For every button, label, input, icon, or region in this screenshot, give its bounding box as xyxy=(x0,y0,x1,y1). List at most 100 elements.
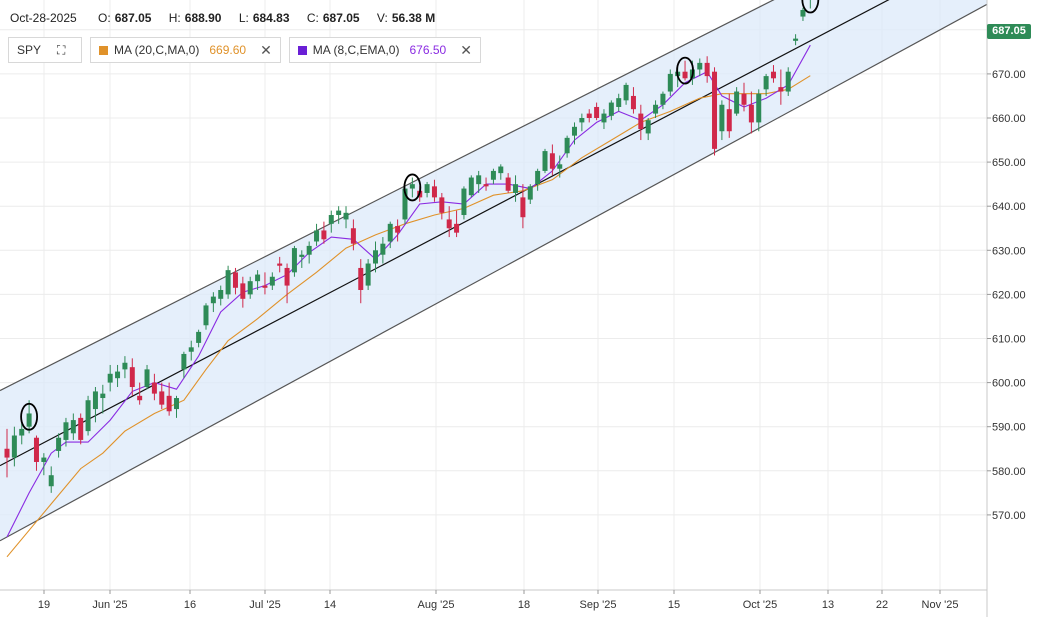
candle xyxy=(660,91,666,110)
candle xyxy=(85,395,91,436)
candle-body xyxy=(770,71,776,79)
candle xyxy=(380,237,386,264)
annotation-circle xyxy=(801,0,820,14)
ema8-swatch xyxy=(297,45,307,55)
y-tick-label: 650.00 xyxy=(992,157,1026,169)
candle xyxy=(299,250,305,268)
candle xyxy=(314,223,320,246)
candle xyxy=(424,181,430,198)
high-value: 688.90 xyxy=(184,11,222,25)
ema8-value: 676.50 xyxy=(409,43,447,57)
candle-body xyxy=(4,448,10,458)
candle-body xyxy=(571,126,577,136)
candle xyxy=(210,292,216,313)
candle xyxy=(498,164,504,180)
candle xyxy=(395,219,401,242)
candle xyxy=(535,168,541,191)
channel-lower-line xyxy=(0,3,987,542)
candle-body xyxy=(137,395,143,401)
x-tick-label: Jul '25 xyxy=(249,599,280,611)
candle xyxy=(284,263,290,304)
candle-body xyxy=(395,226,401,233)
x-tick-label: 15 xyxy=(668,599,680,611)
legend-ma20[interactable]: MA (20,C,MA,0) 669.60 ✕ xyxy=(90,37,281,63)
y-tick-label: 640.00 xyxy=(992,201,1026,213)
candle xyxy=(41,453,47,476)
candle-body xyxy=(380,243,386,255)
candle-body xyxy=(461,188,467,216)
legend-ema8[interactable]: MA (8,C,EMA,0) 676.50 ✕ xyxy=(288,37,481,63)
candle xyxy=(557,155,563,178)
candle xyxy=(115,364,121,388)
candle xyxy=(461,186,467,220)
candle-body xyxy=(704,62,710,77)
candle-body xyxy=(527,186,533,200)
candle-body xyxy=(291,248,297,273)
candle-body xyxy=(174,398,180,410)
candle xyxy=(770,65,776,83)
candle-body xyxy=(203,305,209,326)
candle-body xyxy=(483,184,489,187)
symbol-chip[interactable]: SPY ⛶ xyxy=(8,37,82,63)
candle xyxy=(174,395,180,418)
candle-body xyxy=(402,188,408,220)
candle-body xyxy=(535,170,541,185)
candle-body xyxy=(424,184,430,193)
candle-body xyxy=(328,215,334,224)
plot-area xyxy=(0,0,987,558)
x-tick-label: 14 xyxy=(324,599,336,611)
expand-icon[interactable]: ⛶ xyxy=(57,42,66,57)
candle xyxy=(92,387,98,423)
candle-body xyxy=(763,76,769,90)
candle xyxy=(623,82,629,105)
candle xyxy=(712,67,718,156)
x-tick-label: 16 xyxy=(184,599,196,611)
candle xyxy=(350,219,356,251)
candle-body xyxy=(26,413,32,427)
candle xyxy=(704,56,710,83)
close-icon[interactable]: ✕ xyxy=(460,41,472,58)
regression-channel-fill xyxy=(0,0,987,541)
candle-body xyxy=(608,102,614,116)
candle-body xyxy=(579,118,585,123)
candle-body xyxy=(48,475,54,487)
candle xyxy=(387,221,393,249)
candle-body xyxy=(240,283,246,299)
candle-body xyxy=(166,395,172,412)
candle xyxy=(638,104,644,141)
candle-body xyxy=(350,228,356,244)
candle xyxy=(579,113,585,132)
candle-body xyxy=(726,109,732,132)
candle xyxy=(328,210,334,233)
candle-body xyxy=(638,113,644,130)
candle-body xyxy=(505,177,511,191)
candle xyxy=(719,100,725,141)
candle xyxy=(594,102,600,121)
candle-body xyxy=(41,457,47,462)
candle xyxy=(100,384,106,414)
candle xyxy=(262,272,268,295)
candle-body xyxy=(697,62,703,70)
candle-body xyxy=(542,151,548,171)
candle-body xyxy=(653,104,659,114)
candle xyxy=(505,173,511,193)
candle-body xyxy=(549,153,555,169)
candle-body xyxy=(19,428,25,436)
candle xyxy=(26,400,32,434)
symbol-label: SPY xyxy=(17,43,42,57)
candle xyxy=(431,179,437,202)
y-tick-label: 580.00 xyxy=(992,466,1026,478)
volume-value: 56.38 M xyxy=(391,11,436,25)
candle xyxy=(667,69,673,96)
candle xyxy=(203,303,209,330)
candle-body xyxy=(712,71,718,149)
candle-body xyxy=(431,186,437,198)
candle xyxy=(4,428,10,478)
close-icon[interactable]: ✕ xyxy=(260,41,272,58)
candle-body xyxy=(70,420,76,434)
candle-body xyxy=(92,391,98,410)
candle-body xyxy=(454,223,460,233)
annotation-circle xyxy=(20,402,39,431)
candle-body xyxy=(520,197,526,218)
